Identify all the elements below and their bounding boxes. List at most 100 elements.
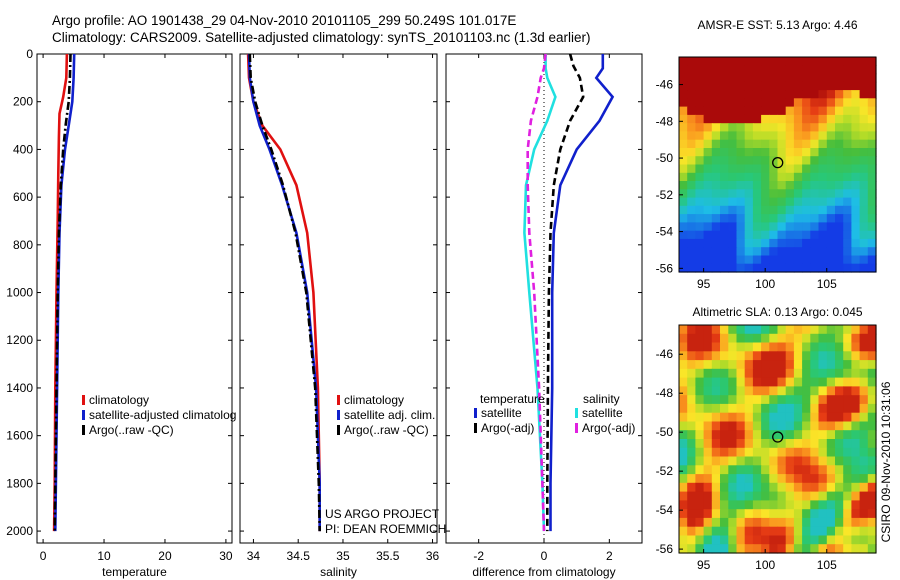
map-cell (703, 247, 713, 257)
map-cell (703, 222, 713, 232)
map-cell (843, 447, 852, 458)
map-cell (728, 255, 738, 265)
map-cell (843, 90, 852, 99)
map-cell (826, 114, 836, 124)
map-cell (752, 377, 762, 387)
map-cell (826, 90, 836, 99)
map-cell (785, 456, 795, 466)
map-cell (679, 73, 688, 83)
map-cell (859, 205, 869, 215)
map-cell (695, 377, 705, 387)
map-cell (785, 205, 795, 215)
map-cell (695, 131, 705, 141)
map-cell (802, 421, 811, 431)
map-cell (679, 474, 688, 484)
map-cell (769, 238, 779, 248)
map-cell (859, 395, 869, 405)
map-cell (703, 123, 713, 133)
map-cell (687, 222, 696, 232)
map-cell (802, 123, 811, 133)
map-cell (826, 214, 836, 223)
map-cell (867, 106, 877, 116)
map-cell (679, 197, 688, 207)
map-cell (679, 439, 688, 449)
map-cell (785, 526, 795, 537)
map-cell (867, 386, 877, 396)
map-cell (720, 517, 729, 528)
map-cell (687, 386, 696, 396)
map-cell (752, 474, 762, 484)
map-cell (769, 222, 779, 232)
y-tick-label: -48 (656, 386, 674, 400)
map-cell (703, 148, 713, 157)
map-cell (818, 482, 828, 493)
map-cell (679, 377, 688, 387)
map-cell (720, 156, 729, 166)
map-cell (761, 172, 770, 182)
map-cell (728, 482, 738, 493)
map-cell (752, 465, 762, 475)
map-cell (826, 57, 836, 66)
map-cell (761, 247, 770, 257)
map-cell (711, 509, 721, 519)
map-cell (728, 57, 738, 66)
map-cell (785, 500, 795, 510)
map-cell (777, 325, 787, 335)
map-cell (835, 377, 844, 387)
map-cell (802, 230, 811, 240)
map-cell (679, 164, 688, 174)
map-cell (859, 90, 869, 99)
map-cell (802, 214, 811, 223)
map-cell (736, 263, 746, 273)
map-cell (761, 526, 770, 537)
map-cell (835, 360, 844, 370)
map-cell (785, 342, 795, 352)
map-cell (835, 57, 844, 66)
map-cell (703, 214, 713, 223)
map-cell (785, 214, 795, 223)
map-cell (728, 535, 738, 545)
map-cell (793, 325, 803, 335)
map-cell (810, 263, 820, 273)
map-cell (761, 395, 770, 405)
map-cell (851, 535, 861, 545)
map-cell (761, 114, 770, 124)
map-cell (802, 90, 811, 99)
map-cell (785, 421, 795, 431)
map-cell (818, 351, 828, 361)
map-cell (744, 123, 754, 133)
map-cell (728, 263, 738, 273)
map-cell (810, 148, 820, 157)
map-cell (761, 131, 770, 141)
map-cell (679, 214, 688, 223)
map-cell (761, 439, 770, 449)
map-cell (802, 57, 811, 66)
map-cell (826, 131, 836, 141)
map-cell (810, 491, 820, 501)
map-cell (695, 255, 705, 265)
map-cell (867, 465, 877, 475)
map-cell (793, 544, 803, 554)
map-cell (695, 351, 705, 361)
map-cell (711, 98, 721, 108)
map-cell (843, 73, 852, 83)
map-cell (711, 342, 721, 352)
map-cell (843, 164, 852, 174)
y-tick-label: 200 (13, 95, 33, 109)
map-cell (744, 360, 754, 370)
map-cell (793, 106, 803, 116)
map-cell (761, 148, 770, 157)
map-cell (720, 255, 729, 265)
map-cell (859, 148, 869, 157)
map-cell (843, 57, 852, 66)
map-cell (818, 439, 828, 449)
map-cell (793, 351, 803, 361)
map-cell (818, 526, 828, 537)
map-cell (720, 351, 729, 361)
map-cell (835, 325, 844, 335)
map-cell (703, 386, 713, 396)
map-cell (793, 456, 803, 466)
map-cell (728, 90, 738, 99)
map-cell (752, 403, 762, 414)
map-cell (777, 509, 787, 519)
